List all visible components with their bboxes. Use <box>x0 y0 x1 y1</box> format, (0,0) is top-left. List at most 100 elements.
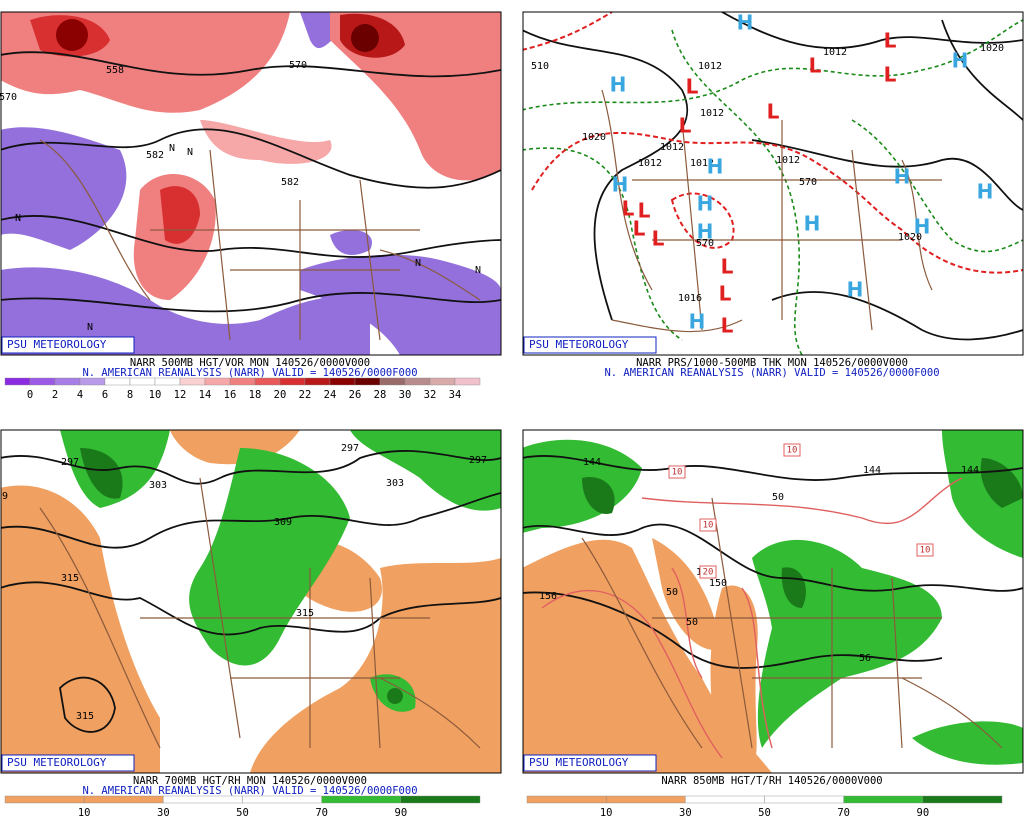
colorbar-segment <box>321 795 402 804</box>
contour-label: 558 <box>106 65 124 76</box>
colorbar-label: 30 <box>679 807 692 819</box>
pressure-center: L <box>884 63 897 87</box>
label-box <box>699 518 717 532</box>
contour-label: 570 <box>289 60 307 71</box>
map <box>1 430 501 773</box>
colorbar-segment <box>179 377 206 386</box>
caption: NARR 700MB HGT/RH MON 140526/0000V000 <box>133 775 367 787</box>
contour-label: 1012 <box>700 108 724 119</box>
colorbar-segment <box>279 377 306 386</box>
caption: NARR 850MB HGT/T/RH 140526/0000V000 <box>661 775 882 787</box>
contour-label: 315 <box>296 608 314 619</box>
contour-label: 9 <box>2 491 8 502</box>
colorbar-label: 50 <box>236 807 249 819</box>
logo: PSU METEOROLOGY <box>7 756 107 769</box>
contour-label: 1012 <box>698 61 722 72</box>
pressure-center: H <box>707 155 724 179</box>
contour-label: N <box>87 322 93 333</box>
contour-label: 50 <box>686 617 698 628</box>
colorbar-segment <box>29 377 56 386</box>
colorbar-segment <box>154 377 181 386</box>
colorbar-label: 30 <box>157 807 170 819</box>
contour-label: 1012 <box>776 155 800 166</box>
pressure-center: H <box>610 73 627 97</box>
colorbar-segment <box>685 795 765 804</box>
contour-label: 570 <box>0 92 17 103</box>
contour-label: 297 <box>61 457 79 468</box>
contour-label: 10 <box>703 521 714 531</box>
map <box>523 430 1023 773</box>
colorbar-label: 50 <box>758 807 771 819</box>
contour-label: 1016 <box>678 293 702 304</box>
contour-label: 50 <box>772 492 784 503</box>
contour-label: 1020 <box>898 232 922 243</box>
colorbar-label: 16 <box>224 389 237 401</box>
contour-label: 315 <box>76 711 94 722</box>
pressure-center: L <box>721 314 734 338</box>
caption: NARR PRS/1000-500MB THK MON 140526/0000V… <box>636 357 908 369</box>
contour-label: 10 <box>920 546 931 556</box>
colorbar-segment <box>304 377 331 386</box>
pressure-center: H <box>977 180 994 204</box>
map <box>1 12 501 355</box>
contour-label: N <box>187 147 193 158</box>
contour-label: 10 <box>787 446 798 456</box>
colorbar-label: 10 <box>78 807 91 819</box>
subtitle: N. AMERICAN REANALYSIS (NARR) VALID = 14… <box>82 367 417 379</box>
pressure-center: H <box>697 220 714 244</box>
colorbar-segment <box>242 795 322 804</box>
panel: PSU METEOROLOGY NARR PRS/1000-500MB THK M… <box>522 11 1024 379</box>
subtitle: N. AMERICAN REANALYSIS (NARR) VALID = 14… <box>82 785 417 797</box>
contour-label: 1012 <box>638 158 662 169</box>
contour-label: 303 <box>149 480 167 491</box>
colorbar-label: 4 <box>77 389 83 401</box>
pressure-center: L <box>721 255 734 279</box>
subtitle: N. AMERICAN REANALYSIS (NARR) VALID = 14… <box>604 367 939 379</box>
label-box <box>916 543 934 557</box>
colorbar-label: 30 <box>399 389 412 401</box>
contour-label: 315 <box>61 573 79 584</box>
colorbar-label: 90 <box>917 807 930 819</box>
pressure-center: L <box>652 227 665 251</box>
colorbar-label: 34 <box>449 389 462 401</box>
contour-label: 570 <box>799 177 817 188</box>
colorbar-segment <box>922 795 1003 804</box>
pressure-center: L <box>884 29 897 53</box>
pressure-center: L <box>633 217 646 241</box>
colorbar-segment <box>104 377 131 386</box>
colorbar-segment <box>163 795 243 804</box>
pressure-center: L <box>719 282 732 306</box>
contour-label: N <box>475 265 481 276</box>
colorbar-label: 14 <box>199 389 212 401</box>
panel: PSU METEOROLOGY NARR 500MB HGT/VOR MON 14… <box>0 11 502 401</box>
colorbar-label: 70 <box>315 807 328 819</box>
colorbar-label: 0 <box>27 389 33 401</box>
colorbar-label: 18 <box>249 389 262 401</box>
pressure-center: L <box>638 199 651 223</box>
pressure-center: L <box>809 54 822 78</box>
contour-label: N <box>169 143 175 154</box>
colorbar-segment <box>83 795 164 804</box>
colorbar-segment <box>400 795 481 804</box>
pressure-center: L <box>679 114 692 138</box>
contour-label: 144 <box>961 465 979 476</box>
colorbar-label: 10 <box>600 807 613 819</box>
contour-label: 1012 <box>823 47 847 58</box>
contour-label: 582 <box>281 177 299 188</box>
colorbar-segment <box>329 377 356 386</box>
colorbar-label: 12 <box>174 389 187 401</box>
contour-label: 150 <box>709 578 727 589</box>
label-box <box>699 565 717 579</box>
colorbar-label: 24 <box>324 389 337 401</box>
pressure-center: H <box>697 192 714 216</box>
colorbar-segment <box>79 377 106 386</box>
pressure-center: H <box>737 11 754 35</box>
contour-label: 20 <box>703 568 714 578</box>
colorbar-segment <box>454 377 481 386</box>
panel: PSU METEOROLOGY NARR 850MB HGT/T/RH 14052… <box>522 429 1024 819</box>
pressure-center: H <box>914 215 931 239</box>
contour-label: 297 <box>469 455 487 466</box>
colorbar-label: 8 <box>127 389 133 401</box>
pressure-center: H <box>894 165 911 189</box>
